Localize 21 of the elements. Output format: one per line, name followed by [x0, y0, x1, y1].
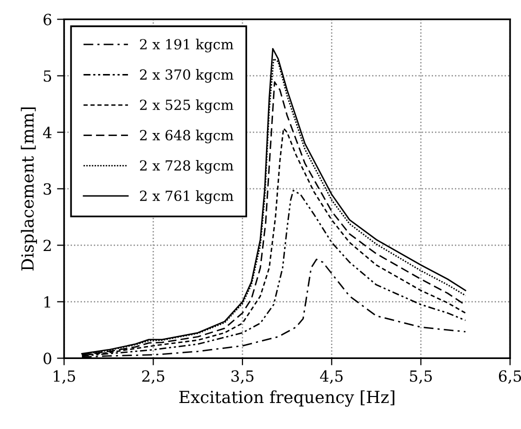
legend-label: 2 x 728 kgcm — [140, 160, 234, 174]
x-tick-label: 2,5 — [142, 370, 164, 384]
y-axis-title: Displacement [mm] — [20, 108, 37, 271]
legend-label: 2 x 191 kgcm — [140, 38, 234, 52]
x-tick-label: 6,5 — [498, 370, 521, 384]
y-tick-label: 5 — [44, 70, 52, 82]
x-tick-label: 4,5 — [320, 370, 343, 384]
x-tick-label: 5,5 — [410, 370, 432, 384]
y-tick-label: 3 — [44, 183, 52, 195]
legend-label: 2 x 525 kgcm — [140, 99, 234, 113]
y-tick-label: 4 — [43, 126, 52, 138]
y-tick-label: 6 — [44, 14, 52, 26]
y-tick-label: 1 — [44, 296, 50, 308]
x-tick-label: 3,5 — [231, 370, 254, 384]
x-axis-title: Excitation frequency [Hz] — [179, 390, 394, 407]
legend-label: 2 x 648 kgcm — [140, 130, 234, 144]
x-tick-label: 1,5 — [54, 370, 76, 384]
legend-label: 2 x 761 kgcm — [140, 190, 234, 204]
y-tick-label: 2 — [44, 240, 51, 252]
legend-label: 2 x 370 kgcm — [140, 69, 234, 83]
y-tick-label: 0 — [44, 352, 52, 364]
